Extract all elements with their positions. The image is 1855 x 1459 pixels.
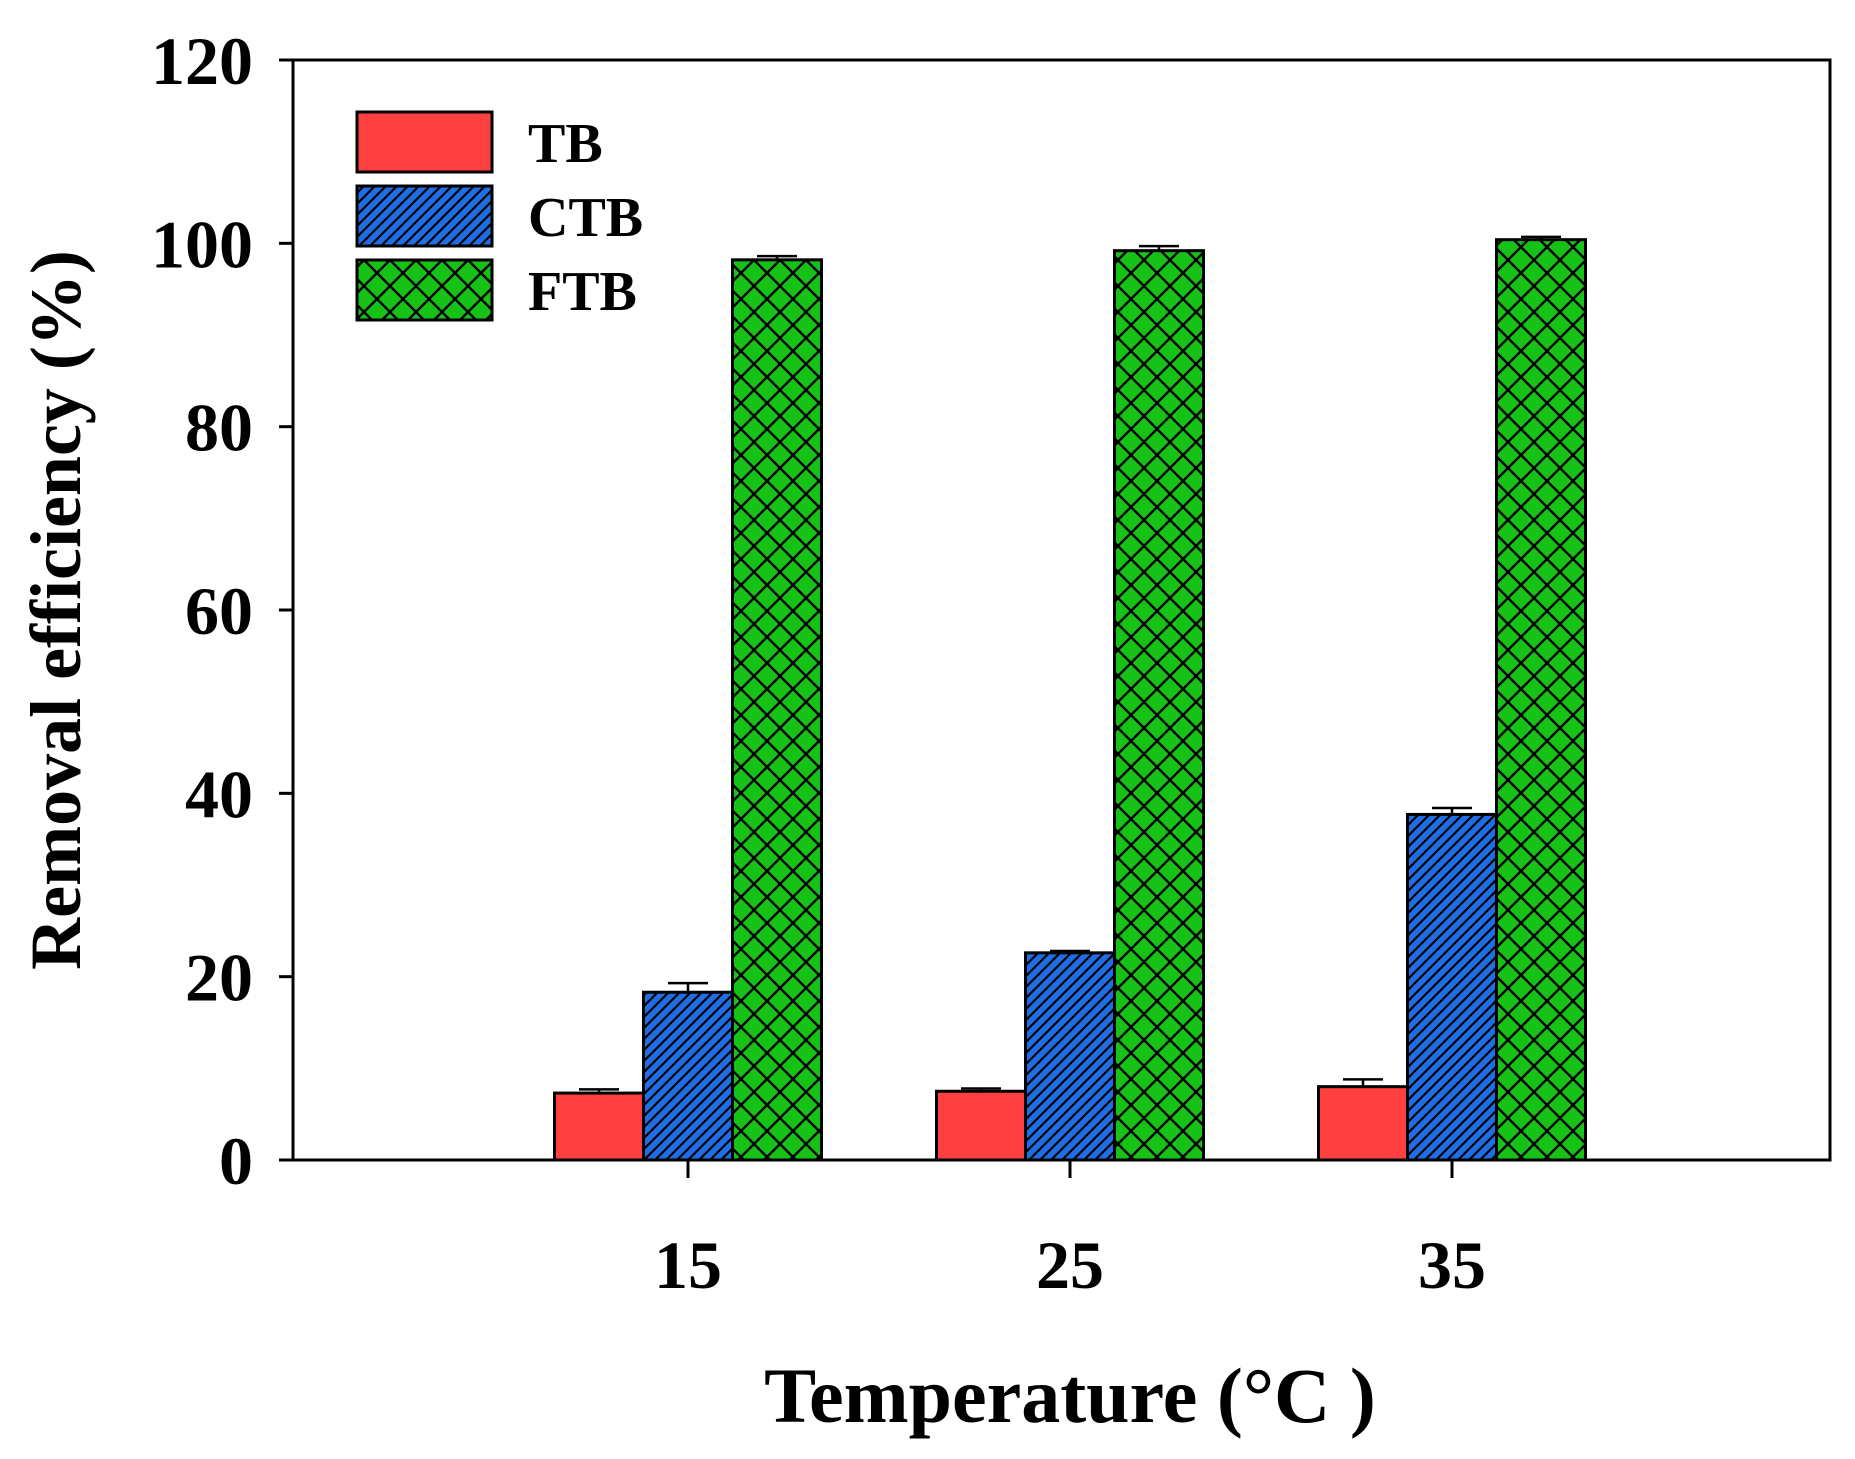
x-axis: 15 25 35 (654, 1160, 1486, 1303)
x-tick-label-25: 25 (1036, 1227, 1104, 1303)
legend: TB CTB FTB (355, 110, 643, 323)
bar-ftb-25 (1113, 249, 1205, 1162)
y-tick-label-40: 40 (185, 756, 253, 832)
bar-tb-25 (935, 1089, 1027, 1162)
bar-ftb-15 (731, 258, 823, 1162)
legend-swatch-ftb (355, 258, 494, 322)
bar-ctb-35 (1406, 812, 1498, 1162)
y-tick-label-0: 0 (219, 1123, 253, 1199)
bar-ftb-35 (1495, 238, 1587, 1162)
bar-ctb-25 (1024, 951, 1116, 1162)
bar-ctb-15 (642, 990, 734, 1162)
error-bar-ctb-35 (1432, 806, 1472, 815)
y-tick-label-120: 120 (151, 23, 253, 99)
legend-swatch-tb (355, 110, 494, 174)
error-bar-tb-25 (961, 1087, 1001, 1092)
error-bar-tb-35 (1343, 1078, 1383, 1087)
error-bars-layer (579, 235, 1561, 1094)
error-bar-ftb-15 (757, 254, 797, 260)
error-bar-ftb-25 (1139, 244, 1179, 251)
error-bar-ctb-25 (1050, 949, 1090, 953)
legend-label-ftb: FTB (528, 261, 637, 323)
error-bar-tb-15 (579, 1088, 619, 1094)
legend-label-tb: TB (528, 113, 603, 175)
bars-layer (553, 238, 1587, 1162)
bar-tb-35 (1317, 1085, 1409, 1162)
error-bar-ctb-15 (668, 981, 708, 993)
y-tick-label-80: 80 (185, 390, 253, 466)
legend-swatch-ctb (355, 184, 494, 248)
y-axis: 0 20 40 60 80 100 120 (151, 23, 293, 1199)
bar-tb-15 (553, 1091, 645, 1162)
legend-label-ctb: CTB (528, 187, 643, 249)
x-tick-label-15: 15 (654, 1227, 722, 1303)
error-bar-ftb-35 (1521, 235, 1561, 240)
y-tick-label-100: 100 (151, 206, 253, 282)
y-axis-label: Removal efficiency (%) (16, 250, 96, 970)
y-tick-label-20: 20 (185, 940, 253, 1016)
x-tick-label-35: 35 (1418, 1227, 1486, 1303)
y-tick-label-60: 60 (185, 573, 253, 649)
x-axis-label: Temperature (°C ) (764, 1352, 1376, 1439)
